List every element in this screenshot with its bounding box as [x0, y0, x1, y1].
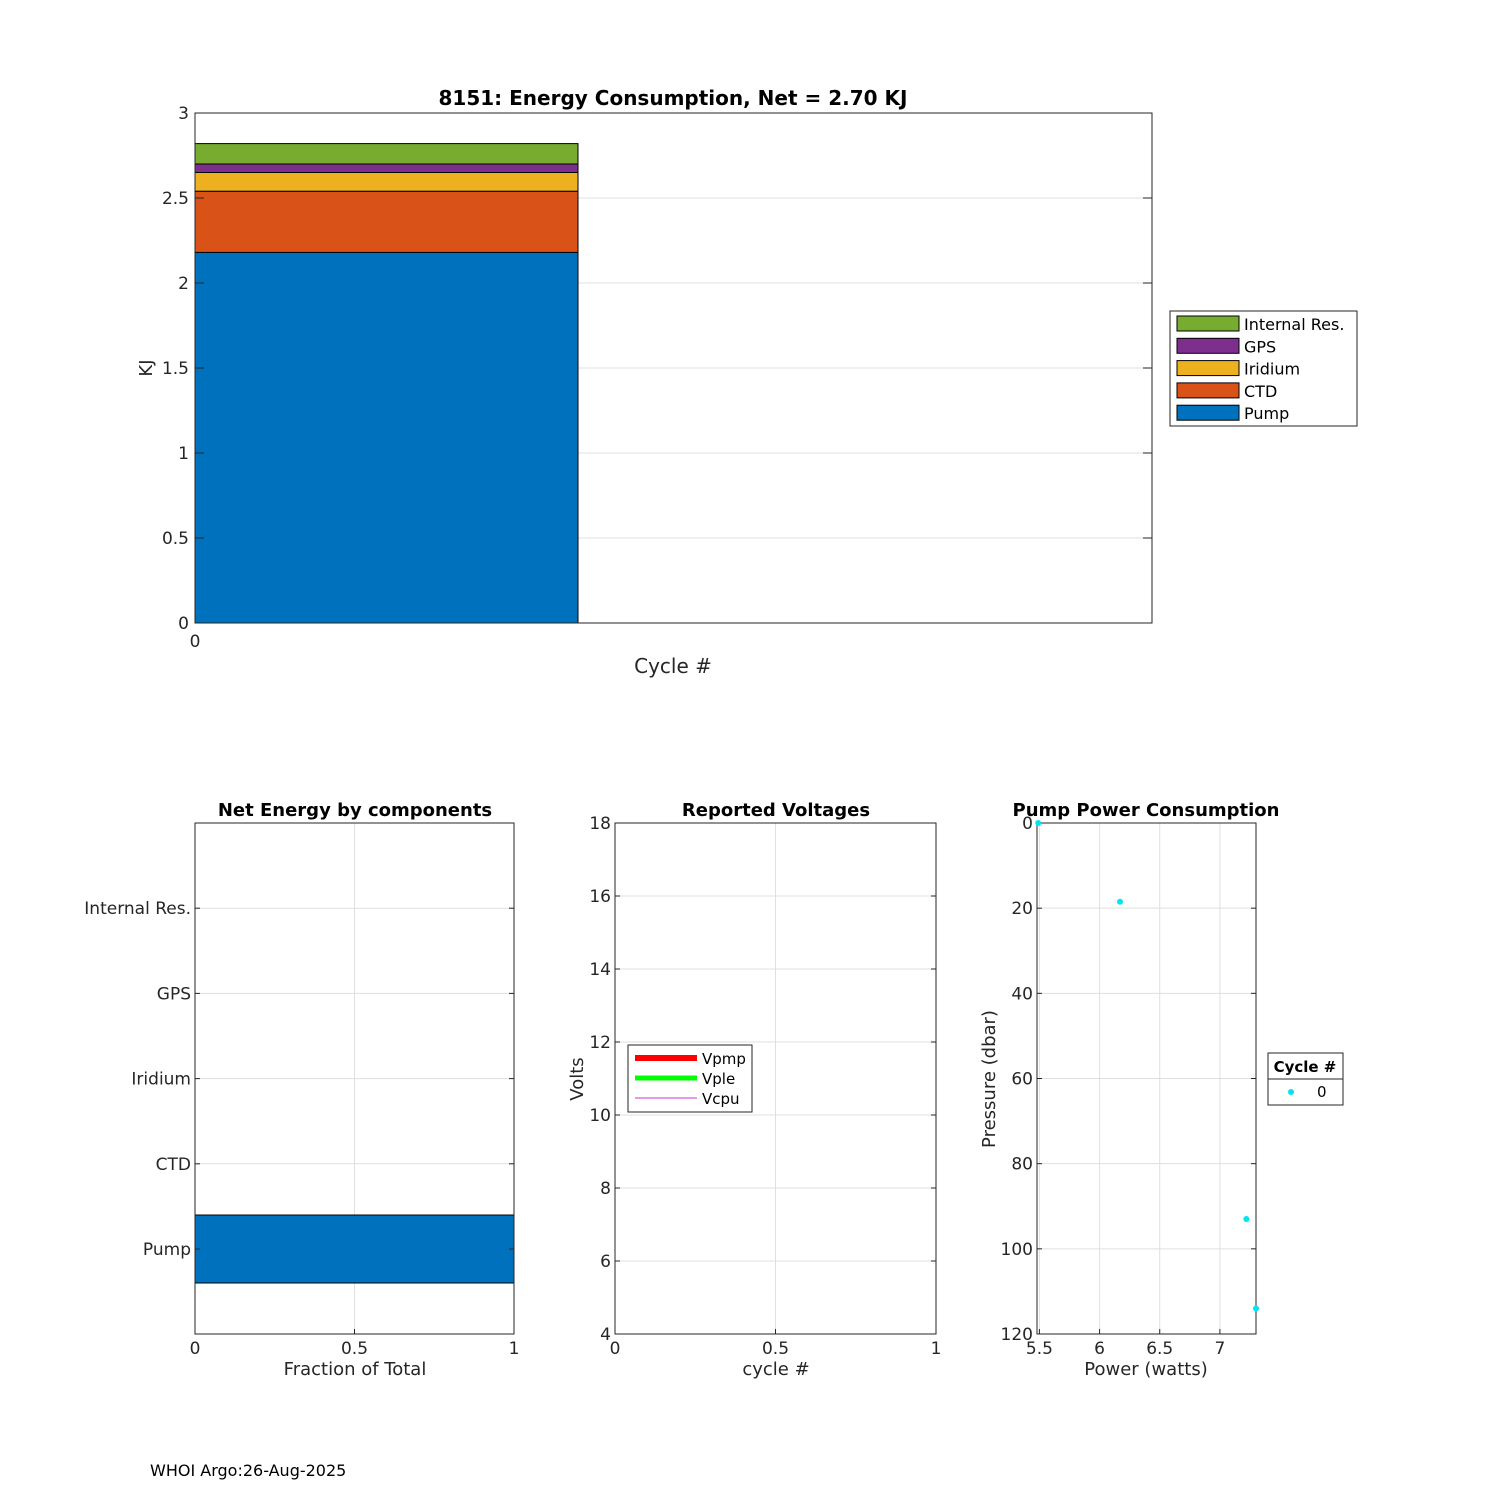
pump-legend-title: Cycle #	[1274, 1058, 1337, 1076]
pump-scatter-point	[1117, 898, 1124, 905]
pump-ytick-label: 0	[1022, 814, 1033, 834]
voltage-legend-label: Vpmp	[702, 1050, 746, 1068]
footer-text: WHOI Argo:26-Aug-2025	[150, 1461, 347, 1480]
pump-ytick-label: 100	[1001, 1240, 1033, 1260]
voltage-xtick-label: 0	[610, 1339, 621, 1359]
energy-legend-label: Internal Res.	[1244, 315, 1344, 334]
pump-ylabel: Pressure (dbar)	[979, 1010, 1000, 1148]
pump-legend-marker	[1288, 1089, 1294, 1095]
pump-xtick-label: 6.5	[1146, 1339, 1173, 1359]
energy-bar-iridium	[194, 172, 579, 192]
fraction-xtick-label: 0	[190, 1339, 201, 1359]
energy-legend-swatch	[1176, 382, 1240, 399]
energy-bar-internal-res-	[194, 143, 579, 165]
fraction-category-label: GPS	[157, 984, 191, 1004]
energy-xtick-label: 0	[190, 632, 201, 652]
energy-bar-ctd	[194, 190, 579, 253]
fraction-category-label: CTD	[156, 1155, 191, 1175]
voltage-xtick-label: 1	[931, 1339, 942, 1359]
energy-ylabel: KJ	[136, 359, 157, 376]
energy-legend-label: Iridium	[1244, 360, 1300, 379]
voltage-xtick-label: 0.5	[762, 1339, 789, 1359]
energy-ytick-label: 3	[178, 104, 189, 124]
pump-xtick-label: 7	[1214, 1339, 1225, 1359]
energy-legend-label: Pump	[1244, 404, 1289, 423]
voltage-ytick-label: 6	[600, 1252, 611, 1272]
energy-ytick-label: 0.5	[162, 529, 189, 549]
pump-scatter-point	[1035, 820, 1042, 826]
pump-chart-title: Pump Power Consumption	[1013, 800, 1280, 821]
voltage-ytick-label: 14	[589, 960, 611, 980]
energy-legend-label: CTD	[1244, 382, 1277, 401]
fraction-category-label: Pump	[143, 1240, 191, 1260]
pump-scatter-point	[1253, 1305, 1259, 1312]
voltage-legend-label: Vcpu	[702, 1090, 740, 1108]
voltage-xlabel: cycle #	[742, 1359, 809, 1380]
pump-ytick-label: 40	[1011, 984, 1033, 1004]
pump-ytick-label: 20	[1011, 899, 1033, 919]
energy-ytick-label: 2	[178, 274, 189, 294]
energy-legend-label: GPS	[1244, 337, 1276, 356]
voltage-ytick-label: 16	[589, 887, 611, 907]
fraction-category-label: Internal Res.	[84, 899, 191, 919]
fraction-xlabel: Fraction of Total	[284, 1359, 427, 1380]
voltage-ylabel: Volts	[567, 1057, 588, 1100]
fraction-xtick-label: 0.5	[341, 1339, 368, 1359]
voltage-chart-title: Reported Voltages	[682, 800, 870, 821]
voltage-ytick-label: 8	[600, 1179, 611, 1199]
fraction-bar-pump	[194, 1214, 515, 1284]
energy-ytick-label: 1.5	[162, 359, 189, 379]
energy-ytick-label: 2.5	[162, 189, 189, 209]
pump-xtick-label: 6	[1094, 1339, 1105, 1359]
energy-ytick-label: 1	[178, 444, 189, 464]
energy-legend-swatch	[1176, 315, 1240, 332]
voltage-ytick-label: 10	[589, 1106, 611, 1126]
voltage-ytick-label: 18	[589, 814, 611, 834]
voltage-ytick-label: 4	[600, 1325, 611, 1345]
voltage-legend-label: Vple	[702, 1070, 735, 1088]
fraction-xtick-label: 1	[509, 1339, 520, 1359]
fraction-chart-title: Net Energy by components	[218, 800, 492, 821]
pump-scatter-point	[1243, 1216, 1250, 1223]
pump-xlabel: Power (watts)	[1084, 1359, 1207, 1380]
voltage-ytick-label: 12	[589, 1033, 611, 1053]
energy-xlabel: Cycle #	[634, 654, 712, 678]
pump-xtick-label: 5.5	[1026, 1339, 1053, 1359]
pump-ytick-label: 60	[1011, 1070, 1033, 1090]
energy-bar-pump	[194, 251, 579, 624]
energy-bar-gps	[194, 163, 579, 173]
energy-ytick-label: 0	[178, 614, 189, 634]
energy-legend-swatch	[1176, 404, 1240, 421]
fraction-category-label: Iridium	[131, 1070, 191, 1090]
energy-legend-swatch	[1176, 337, 1240, 354]
energy-legend-swatch	[1176, 360, 1240, 377]
pump-ytick-label: 120	[1001, 1325, 1033, 1345]
energy-chart-title: 8151: Energy Consumption, Net = 2.70 KJ	[439, 86, 908, 110]
pump-ytick-label: 80	[1011, 1155, 1033, 1175]
pump-legend-label: 0	[1317, 1083, 1327, 1101]
